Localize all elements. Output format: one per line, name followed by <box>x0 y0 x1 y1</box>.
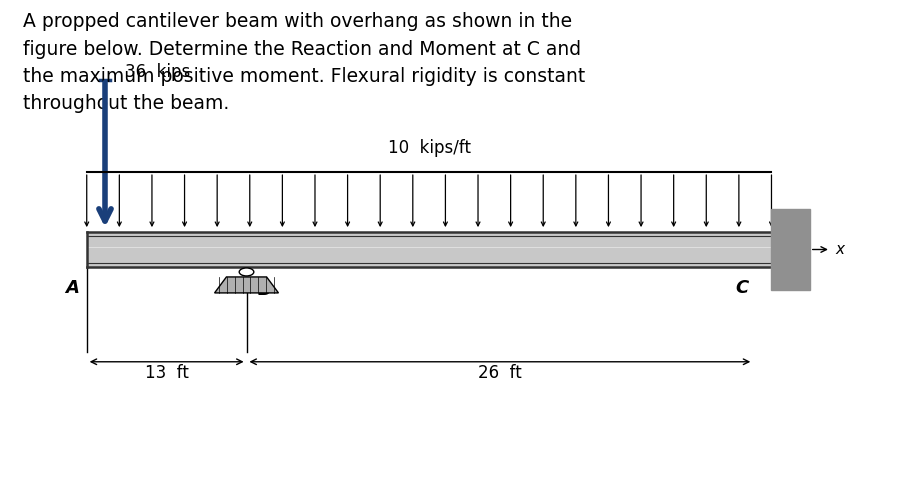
Circle shape <box>239 268 254 276</box>
Polygon shape <box>215 277 278 293</box>
Text: 10  kips/ft: 10 kips/ft <box>388 139 470 157</box>
Text: B: B <box>257 281 271 299</box>
Bar <box>87 232 771 267</box>
Text: 26  ft: 26 ft <box>478 364 521 382</box>
Text: x: x <box>835 242 845 257</box>
Bar <box>771 210 810 289</box>
Text: 36  kips: 36 kips <box>125 63 190 81</box>
Text: 13  ft: 13 ft <box>144 364 189 382</box>
Text: C: C <box>735 279 749 297</box>
Text: A propped cantilever beam with overhang as shown in the
figure below. Determine : A propped cantilever beam with overhang … <box>23 12 585 113</box>
Text: A: A <box>66 279 79 297</box>
